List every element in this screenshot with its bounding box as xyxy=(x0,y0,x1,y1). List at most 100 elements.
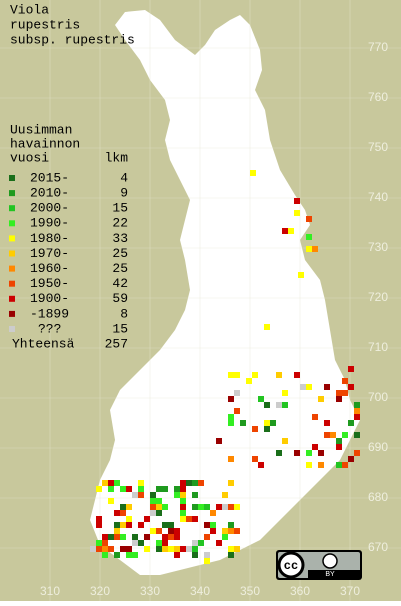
observation-square xyxy=(210,522,216,528)
observation-square xyxy=(228,480,234,486)
observation-square xyxy=(174,492,180,498)
observation-square xyxy=(132,492,138,498)
observation-square xyxy=(120,486,126,492)
east-label: 310 xyxy=(40,584,60,598)
east-label: 370 xyxy=(340,584,360,598)
observation-square xyxy=(96,516,102,522)
legend-heading: vuosi xyxy=(10,150,49,165)
observation-square xyxy=(222,534,228,540)
observation-square xyxy=(348,420,354,426)
observation-square xyxy=(198,480,204,486)
observation-square xyxy=(126,522,132,528)
north-label: 690 xyxy=(368,440,388,454)
legend-label: 1900- xyxy=(30,291,69,306)
observation-square xyxy=(120,546,126,552)
observation-square xyxy=(294,372,300,378)
observation-square xyxy=(162,546,168,552)
observation-square xyxy=(168,546,174,552)
observation-square xyxy=(234,372,240,378)
observation-square xyxy=(270,420,276,426)
observation-square xyxy=(276,450,282,456)
observation-square xyxy=(342,432,348,438)
legend-count: 8 xyxy=(120,306,128,321)
observation-square xyxy=(96,540,102,546)
legend-count: 33 xyxy=(112,231,128,246)
legend-count: 15 xyxy=(112,201,128,216)
observation-square xyxy=(150,528,156,534)
legend-count-heading: lkm xyxy=(105,150,129,165)
observation-square xyxy=(348,384,354,390)
observation-square xyxy=(96,486,102,492)
observation-square xyxy=(138,522,144,528)
observation-square xyxy=(180,516,186,522)
observation-square xyxy=(132,540,138,546)
observation-square xyxy=(156,498,162,504)
observation-square xyxy=(336,438,342,444)
observation-square xyxy=(156,486,162,492)
observation-square xyxy=(132,534,138,540)
observation-square xyxy=(228,414,234,420)
observation-square xyxy=(120,504,126,510)
observation-square xyxy=(300,384,306,390)
observation-square xyxy=(174,486,180,492)
legend-swatch xyxy=(9,220,15,227)
observation-square xyxy=(186,546,192,552)
observation-square xyxy=(102,480,108,486)
legend-count: 59 xyxy=(112,291,128,306)
observation-square xyxy=(126,504,132,510)
legend-count: 42 xyxy=(112,276,128,291)
observation-square xyxy=(138,540,144,546)
observation-square xyxy=(306,450,312,456)
observation-square xyxy=(234,408,240,414)
observation-square xyxy=(228,522,234,528)
observation-square xyxy=(342,378,348,384)
observation-square xyxy=(180,498,186,504)
legend-label: 1950- xyxy=(30,276,69,291)
observation-square xyxy=(234,390,240,396)
legend-label: 2010- xyxy=(30,186,69,201)
observation-square xyxy=(276,402,282,408)
observation-square xyxy=(114,534,120,540)
legend-swatch xyxy=(9,265,15,272)
observation-square xyxy=(264,402,270,408)
observation-square xyxy=(120,534,126,540)
observation-square xyxy=(174,534,180,540)
observation-square xyxy=(306,216,312,222)
legend-label: 2000- xyxy=(30,201,69,216)
observation-square xyxy=(162,504,168,510)
observation-squares xyxy=(90,170,360,564)
observation-square xyxy=(108,480,114,486)
observation-square xyxy=(282,390,288,396)
observation-square xyxy=(192,492,198,498)
observation-square xyxy=(138,486,144,492)
legend-count: 25 xyxy=(112,246,128,261)
legend-count: 22 xyxy=(112,216,128,231)
cc-text: cc xyxy=(284,559,298,573)
observation-square xyxy=(120,510,126,516)
observation-square xyxy=(306,462,312,468)
observation-square xyxy=(162,522,168,528)
observation-square xyxy=(282,228,288,234)
observation-square xyxy=(138,492,144,498)
observation-square xyxy=(298,272,304,278)
north-label: 740 xyxy=(368,190,388,204)
observation-square xyxy=(222,528,228,534)
observation-square xyxy=(228,456,234,462)
observation-square xyxy=(234,504,240,510)
observation-square xyxy=(180,480,186,486)
observation-square xyxy=(204,522,210,528)
observation-square xyxy=(216,540,222,546)
observation-square xyxy=(324,420,330,426)
observation-square xyxy=(174,546,180,552)
observation-square xyxy=(228,546,234,552)
observation-square xyxy=(252,426,258,432)
observation-square xyxy=(204,558,210,564)
by-text: BY xyxy=(325,571,335,578)
observation-square xyxy=(348,456,354,462)
observation-square xyxy=(324,384,330,390)
east-label: 330 xyxy=(140,584,160,598)
observation-square xyxy=(102,546,108,552)
